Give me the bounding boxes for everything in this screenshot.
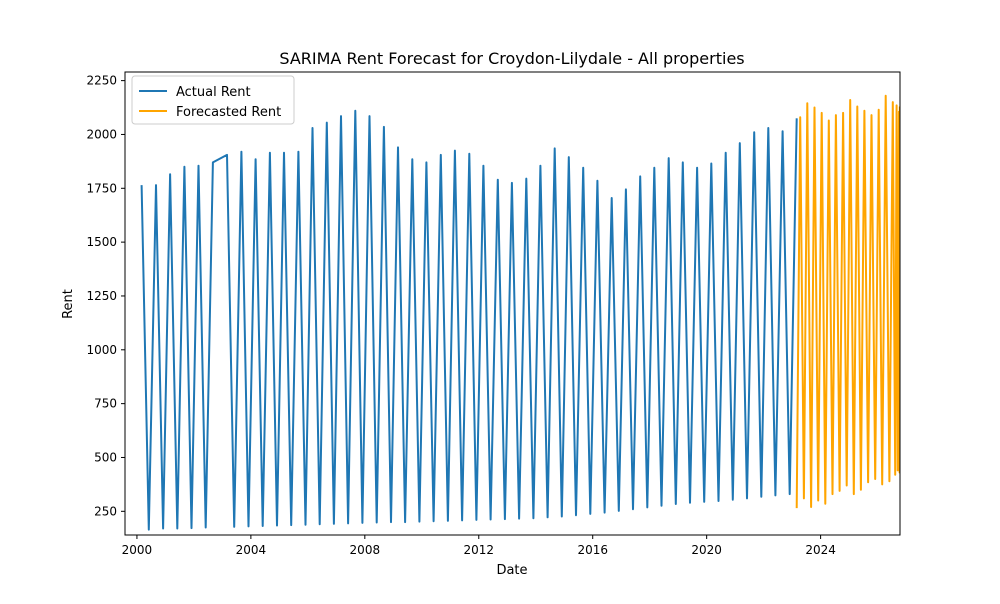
y-tick-label: 1500	[86, 235, 117, 249]
y-tick-label: 500	[94, 450, 117, 464]
x-tick-label: 2016	[577, 543, 608, 557]
plot-frame	[124, 71, 901, 536]
y-tick-label: 1750	[86, 181, 117, 195]
x-tick-label: 2024	[805, 543, 836, 557]
x-axis: 2000 2004 2008 2012 2016 2020 2024	[122, 535, 836, 557]
x-axis-label: Date	[496, 563, 527, 578]
series-layer	[140, 94, 900, 531]
y-tick-label: 1250	[86, 289, 117, 303]
x-tick-label: 2004	[236, 543, 267, 557]
y-axis: 250 500 750 1000 1250 1500 1750 2000 2250	[86, 74, 125, 518]
x-tick-label: 2000	[122, 543, 153, 557]
legend-label-forecast: Forecasted Rent	[176, 105, 281, 120]
y-tick-label: 2000	[86, 127, 117, 141]
series-line-forecast	[795, 94, 900, 509]
legend: Actual Rent Forecasted Rent	[131, 75, 295, 125]
legend-box	[131, 75, 295, 125]
y-axis-label: Rent	[61, 289, 76, 319]
y-tick-label: 250	[94, 504, 117, 518]
x-tick-label: 2008	[350, 543, 381, 557]
y-tick-label: 1000	[86, 343, 117, 357]
x-tick-label: 2012	[463, 543, 494, 557]
chart-title: SARIMA Rent Forecast for Croydon-Lilydal…	[279, 49, 744, 68]
y-tick-label: 750	[94, 397, 117, 411]
series-line-actual	[140, 109, 798, 531]
y-tick-label: 2250	[86, 74, 117, 88]
x-tick-label: 2020	[691, 543, 722, 557]
legend-label-actual: Actual Rent	[176, 85, 251, 100]
